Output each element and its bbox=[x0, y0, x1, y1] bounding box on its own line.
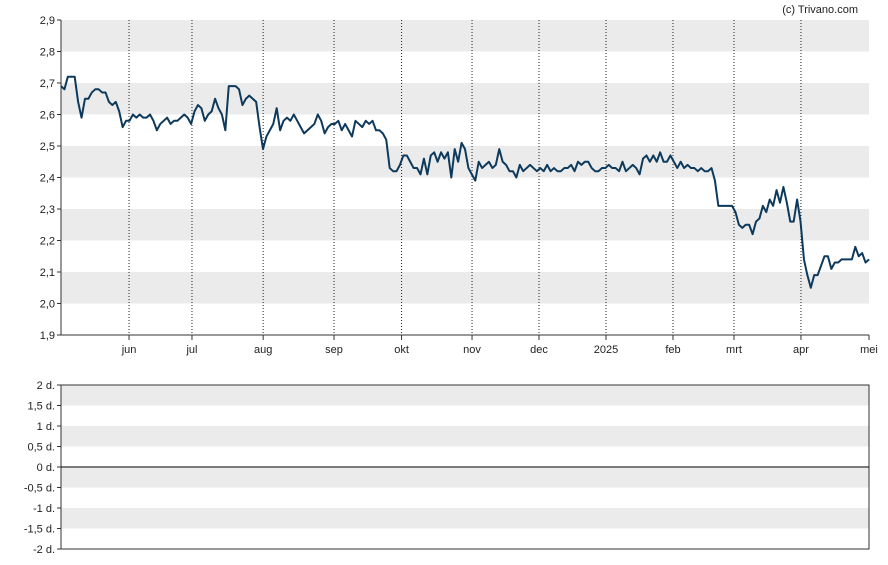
x-tick-label: dec bbox=[530, 344, 548, 356]
y-tick-label: 2,1 bbox=[40, 267, 55, 279]
x-tick-label: mrt bbox=[726, 344, 742, 356]
y-tick-label: 2,8 bbox=[40, 47, 55, 59]
y-tick-label: 2,0 bbox=[40, 299, 55, 311]
price-band bbox=[61, 20, 869, 52]
x-tick-label: aug bbox=[254, 344, 272, 356]
y-tick-label: 2,3 bbox=[40, 204, 55, 216]
price-chart-bands bbox=[61, 20, 869, 304]
y-tick-label: -1 d. bbox=[33, 503, 55, 515]
x-tick-label: apr bbox=[793, 344, 809, 356]
y-tick-label: -2 d. bbox=[33, 544, 55, 556]
source-credit: (c) Trivano.com bbox=[782, 4, 858, 16]
month-x-axis: jun jul aug sep okt nov dec 2025 feb mrt apr mei bbox=[121, 335, 878, 356]
y-tick-label: 2,5 bbox=[40, 141, 55, 153]
x-tick-label: sep bbox=[325, 344, 343, 356]
y-tick-label: 2,7 bbox=[40, 78, 55, 90]
x-tick-label: nov bbox=[463, 344, 481, 356]
y-tick-label: 0 d. bbox=[37, 462, 55, 474]
x-tick-label: okt bbox=[394, 344, 409, 356]
y-tick-label: 2 d. bbox=[37, 380, 55, 392]
x-tick-label: jun bbox=[121, 344, 137, 356]
x-tick-label: jul bbox=[185, 344, 197, 356]
price-series-line bbox=[60, 75, 870, 289]
y-tick-label: 2,9 bbox=[40, 15, 55, 27]
lower-chart-bands bbox=[61, 385, 869, 529]
lower-band bbox=[61, 385, 869, 406]
y-tick-label: -0,5 d. bbox=[24, 483, 55, 495]
y-tick-label: 2,2 bbox=[40, 236, 55, 248]
lower-band bbox=[61, 426, 869, 447]
y-tick-label: 1,5 d. bbox=[27, 401, 55, 413]
lower-y-axis: 2 d. 1,5 d. 1 d. 0,5 d. 0 d. -0,5 d. -1 d. -1,5… bbox=[24, 380, 61, 556]
price-y-axis: 1,9 2,0 2,1 2,2 2,3 2,4 2,5 2,6 2,7 2,8 2,9 bbox=[40, 15, 61, 342]
y-tick-label: 1 d. bbox=[37, 421, 55, 433]
x-tick-label: 2025 bbox=[594, 344, 618, 356]
x-tick-label: feb bbox=[665, 344, 680, 356]
lower-band bbox=[61, 508, 869, 529]
price-band bbox=[61, 83, 869, 115]
y-tick-label: 2,6 bbox=[40, 110, 55, 122]
price-band bbox=[61, 272, 869, 304]
y-tick-label: 2,4 bbox=[40, 173, 55, 185]
x-tick-label: mei bbox=[860, 344, 878, 356]
y-tick-label: 0,5 d. bbox=[27, 442, 55, 454]
y-tick-label: -1,5 d. bbox=[24, 524, 55, 536]
lower-band bbox=[61, 467, 869, 488]
y-tick-label: 1,9 bbox=[40, 330, 55, 342]
